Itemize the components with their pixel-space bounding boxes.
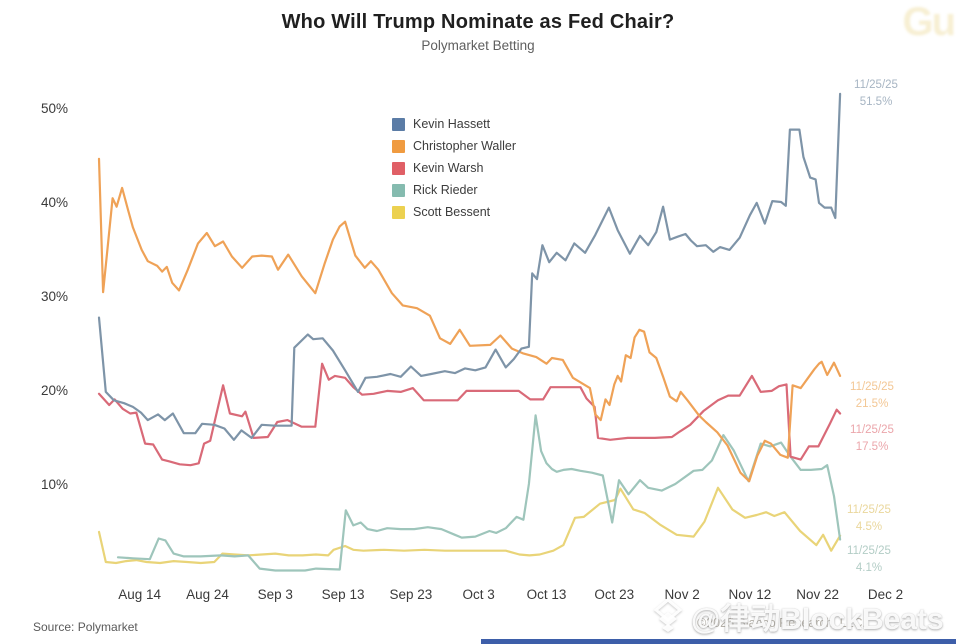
series-line-rick-rieder <box>116 414 842 572</box>
source-note: Source: Polymarket <box>33 620 138 634</box>
legend-item-kevin-warsh: Kevin Warsh <box>392 157 516 179</box>
legend-label: Kevin Hassett <box>413 117 491 131</box>
x-axis-label-sep-3: Sep 3 <box>258 587 293 602</box>
corner-watermark: Gu <box>902 0 956 44</box>
chart-legend: Kevin Hassett Christopher Waller Kevin War… <box>392 113 516 223</box>
annotation-date-kevin-warsh: 11/25/25 <box>850 424 894 436</box>
x-axis-label-aug-24: Aug 24 <box>186 587 229 602</box>
series-line-christopher-waller <box>97 157 842 483</box>
x-axis-label-oct-3: Oct 3 <box>463 587 495 602</box>
legend-label: Rick Rieder <box>413 183 478 197</box>
legend-swatch-icon <box>392 117 405 131</box>
legend-label: Kevin Warsh <box>413 161 484 175</box>
y-axis-label-30: 30% <box>41 289 68 304</box>
x-axis-label-nov-22: Nov 22 <box>796 587 839 602</box>
annotation-date-kevin-hassett: 11/25/25 <box>854 79 898 91</box>
chart-header: Who Will Trump Nominate as Fed Chair? Po… <box>0 11 956 53</box>
annotation-value-kevin-warsh: 17.5% <box>856 441 889 453</box>
y-axis-label-10: 10% <box>41 477 68 492</box>
x-axis-label-sep-23: Sep 23 <box>389 587 432 602</box>
page-title: Who Will Trump Nominate as Fed Chair? <box>281 11 675 33</box>
annotation-date-rick-rieder: 11/25/25 <box>847 545 891 557</box>
y-axis-label-20: 20% <box>41 383 68 398</box>
legend-item-scott-bessent: Scott Bessent <box>392 201 516 223</box>
legend-item-christopher-waller: Christopher Waller <box>392 135 516 157</box>
x-axis-label-dec-2: Dec 2 <box>868 587 903 602</box>
x-axis-label-oct-23: Oct 23 <box>594 587 634 602</box>
annotation-value-kevin-hassett: 51.5% <box>860 96 893 108</box>
x-axis-label-sep-13: Sep 13 <box>322 587 365 602</box>
legend-label: Christopher Waller <box>413 139 517 153</box>
x-axis-label-nov-2: Nov 2 <box>664 587 699 602</box>
legend-swatch-icon <box>392 139 405 153</box>
legend-item-rick-rieder: Rick Rieder <box>392 179 516 201</box>
y-axis-label-50: 50% <box>41 101 68 116</box>
annotation-date-christopher-waller: 11/25/25 <box>850 381 894 393</box>
series-line-kevin-warsh <box>97 362 842 467</box>
legend-swatch-icon <box>392 183 405 197</box>
legend-swatch-icon <box>392 205 405 219</box>
legend-swatch-icon <box>392 161 405 175</box>
y-axis-label-40: 40% <box>41 195 68 210</box>
legend-label: Scott Bessent <box>413 205 491 219</box>
x-axis-label-nov-12: Nov 12 <box>728 587 771 602</box>
x-axis-label-oct-13: Oct 13 <box>527 587 567 602</box>
copyright-note: ©2025 Bianco Research, LLC. <box>697 616 867 630</box>
annotation-date-scott-bessent: 11/25/25 <box>847 504 891 516</box>
annotation-value-rick-rieder: 4.1% <box>856 562 882 574</box>
legend-item-kevin-hassett: Kevin Hassett <box>392 113 516 135</box>
annotation-value-christopher-waller: 21.5% <box>856 398 889 410</box>
series-line-kevin-hassett <box>97 92 842 441</box>
x-axis-label-aug-14: Aug 14 <box>118 587 161 602</box>
series-line-scott-bessent <box>97 486 842 565</box>
annotation-value-scott-bessent: 4.5% <box>856 521 882 533</box>
page-subtitle: Polymarket Betting <box>421 38 535 53</box>
bottom-blue-bar <box>481 639 956 644</box>
